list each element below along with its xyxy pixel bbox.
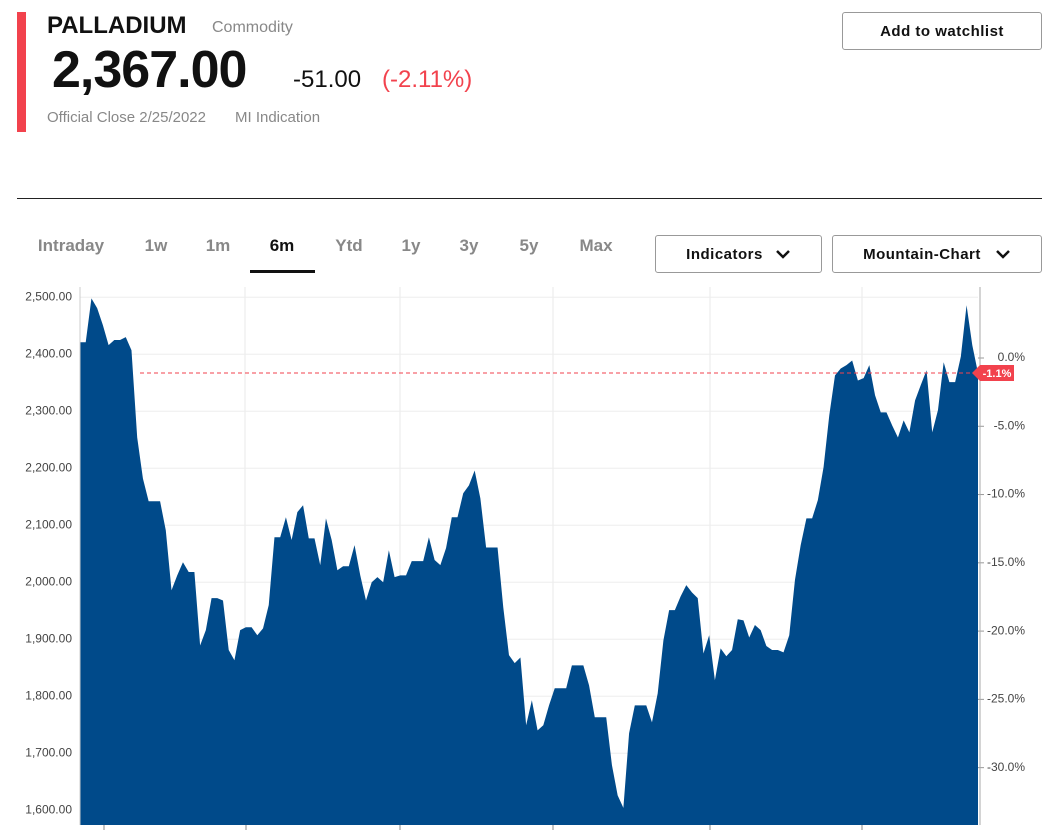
tab[interactable]: Ytd [335, 236, 363, 255]
change: -51.00 [293, 66, 362, 93]
y-tick-label: 1,800.00 [25, 688, 72, 702]
y-tick-label: 1,900.00 [25, 631, 72, 645]
y2-tick-label: -10.0% [987, 487, 1025, 501]
y-tick-label: 2,000.00 [25, 574, 72, 588]
reference-label: -1.1% [983, 368, 1012, 380]
accent-bar [17, 12, 26, 132]
divider [17, 198, 1042, 199]
y-tick-label: 2,500.00 [25, 289, 72, 303]
y-tick-label: 1,600.00 [25, 802, 72, 816]
y2-tick-label: -15.0% [987, 555, 1025, 569]
title: PALLADIUM [47, 12, 187, 39]
tab[interactable]: Intraday [37, 236, 105, 255]
y2-tick-label: -25.0% [987, 692, 1025, 706]
tab[interactable]: 3y [459, 236, 479, 255]
tab[interactable]: 1w [144, 236, 168, 255]
tab[interactable]: 1m [205, 236, 231, 255]
tab[interactable]: Max [579, 236, 613, 255]
tab[interactable]: 1y [401, 236, 421, 255]
reference-badge [972, 365, 1014, 382]
y-tick-label: 2,300.00 [25, 403, 72, 417]
chart-type-dropdown[interactable]: Mountain-Chart [832, 235, 1042, 273]
y-tick-label: 2,100.00 [25, 517, 72, 531]
close-note: Official Close 2/25/2022 [47, 109, 206, 126]
y-tick-label: 2,200.00 [25, 460, 72, 474]
price: 2,367.00 [52, 41, 247, 99]
change-percent: (-2.11%) [382, 66, 473, 93]
tab-underline [250, 270, 315, 273]
tab[interactable]: 6m [269, 236, 295, 255]
y2-tick-label: -5.0% [994, 418, 1026, 432]
y-tick-label: 1,700.00 [25, 745, 72, 759]
dropdown-label: Mountain-Chart [863, 245, 981, 263]
subtitle: Commodity [212, 19, 293, 36]
indicators-dropdown[interactable]: Indicators [655, 235, 822, 273]
tab[interactable]: 5y [519, 236, 539, 255]
watchlist-button[interactable]: Add to watchlist [842, 12, 1042, 50]
dropdown-label: Indicators [686, 245, 763, 263]
chevron [775, 250, 790, 259]
area [80, 298, 978, 825]
indication: MI Indication [235, 109, 321, 126]
y2-tick-label: -30.0% [987, 760, 1025, 774]
chevron [996, 250, 1010, 259]
y2-tick-label: -20.0% [987, 623, 1025, 637]
y-tick-label: 2,400.00 [25, 346, 72, 360]
y2-tick-label: 0.0% [998, 350, 1026, 364]
